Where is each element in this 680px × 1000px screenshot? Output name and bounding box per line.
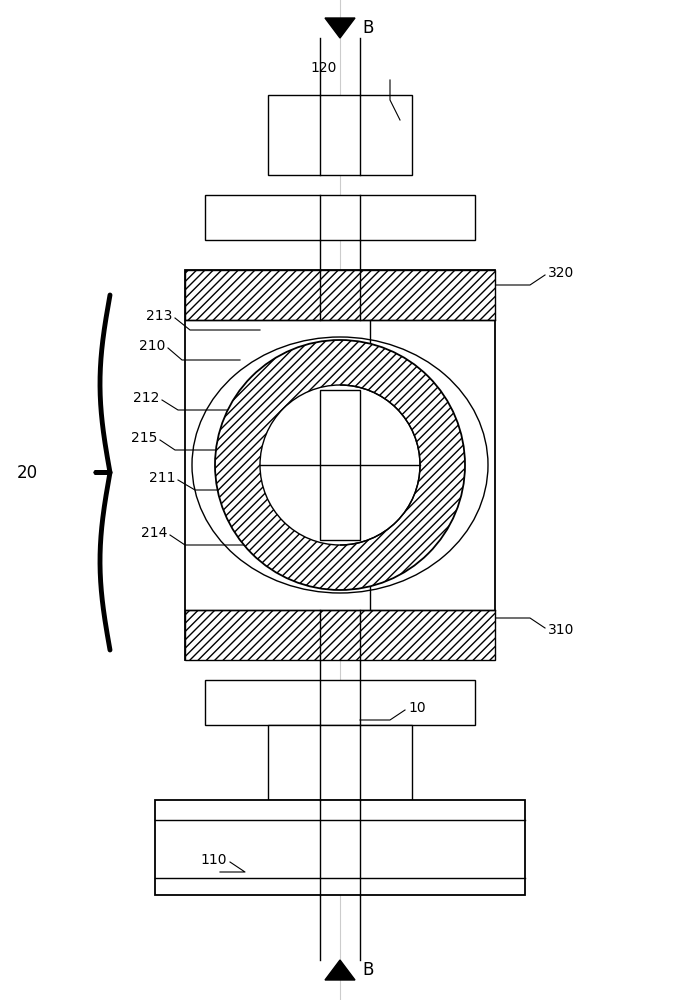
Text: B: B bbox=[362, 19, 373, 37]
Bar bbox=[185, 270, 495, 320]
Bar bbox=[205, 680, 475, 725]
Text: 320: 320 bbox=[548, 266, 574, 280]
Text: 210: 210 bbox=[139, 339, 165, 353]
Bar bbox=[320, 390, 360, 540]
Bar bbox=[205, 195, 475, 240]
Text: 120: 120 bbox=[310, 61, 337, 75]
Bar bbox=[268, 95, 412, 175]
Bar bbox=[185, 270, 495, 660]
Text: 213: 213 bbox=[146, 309, 172, 323]
Text: 215: 215 bbox=[131, 431, 157, 445]
Bar bbox=[155, 800, 525, 895]
Polygon shape bbox=[325, 960, 355, 980]
Text: 20: 20 bbox=[17, 464, 38, 482]
Bar bbox=[268, 725, 412, 800]
Text: 10: 10 bbox=[408, 701, 426, 715]
Circle shape bbox=[260, 385, 420, 545]
Polygon shape bbox=[325, 18, 355, 38]
Text: 110: 110 bbox=[201, 853, 227, 867]
Circle shape bbox=[215, 340, 465, 590]
Text: 211: 211 bbox=[148, 471, 175, 485]
Text: B: B bbox=[362, 961, 373, 979]
Bar bbox=[185, 610, 495, 660]
Text: 214: 214 bbox=[141, 526, 167, 540]
Text: 212: 212 bbox=[133, 391, 159, 405]
Text: 310: 310 bbox=[548, 623, 575, 637]
